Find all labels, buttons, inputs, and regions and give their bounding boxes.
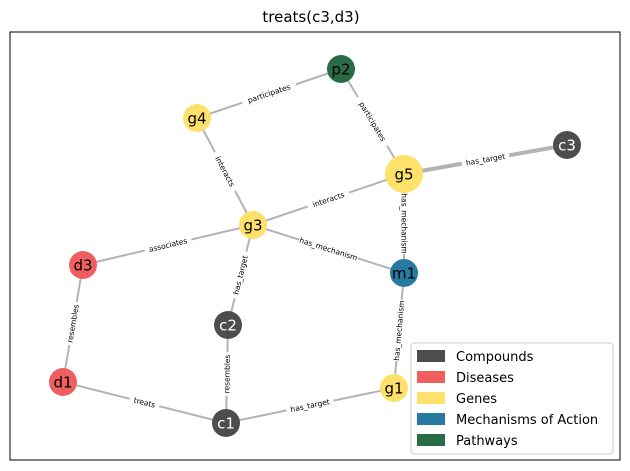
edge-label: has_mechanism <box>392 300 406 361</box>
node-circle <box>214 311 242 339</box>
edge-label-background <box>240 79 298 108</box>
node-d3: d3 <box>69 251 97 279</box>
legend-swatch-compound <box>417 350 445 362</box>
node-label: d3 <box>73 257 92 275</box>
node-label: m1 <box>392 265 416 283</box>
node-circle <box>327 55 355 83</box>
node-label: c2 <box>219 317 237 335</box>
edge-label-background <box>221 352 233 396</box>
edge-label-background <box>297 234 360 264</box>
legend-box <box>410 342 614 455</box>
node-circle <box>212 409 240 437</box>
edge-label-background <box>391 299 407 362</box>
edge-label: has_target <box>231 255 249 296</box>
edge-label-group: resembles <box>221 352 233 396</box>
edge-label: resembles <box>222 354 232 393</box>
legend: Compounds Diseases Genes Mechanisms of Acti… <box>410 342 614 455</box>
edge-label-group: has_target <box>229 250 252 300</box>
node-label: g4 <box>187 110 206 128</box>
node-c3: c3 <box>553 131 581 159</box>
edge-label-background <box>399 192 409 255</box>
edge-label-group: has_target <box>460 150 511 169</box>
edge-label-group: has_target <box>285 395 335 416</box>
edge-label-background <box>306 187 351 212</box>
edge-label-group: participates <box>240 79 298 108</box>
node-label: g3 <box>243 217 262 235</box>
plot-frame <box>9 31 621 461</box>
node-d1: d1 <box>49 368 77 396</box>
legend-label-compound: Compounds <box>456 350 534 365</box>
edge-label-background <box>64 301 82 346</box>
legend-label-disease: Diseases <box>456 371 514 386</box>
node-circle <box>183 104 211 132</box>
node-label: c3 <box>558 137 576 155</box>
legend-label-gene: Genes <box>456 392 497 407</box>
node-circle <box>239 211 267 239</box>
node-label: g5 <box>394 166 413 184</box>
edge-label: participates <box>357 100 388 143</box>
legend-swatch-pathway <box>417 434 445 446</box>
node-m1: m1 <box>390 259 418 287</box>
legend-label-mechanism: Mechanisms of Action <box>456 413 598 428</box>
edge-label-background <box>128 393 161 412</box>
node-g3: g3 <box>239 211 267 239</box>
edge-label: has_target <box>290 397 331 414</box>
edge-label: resembles <box>65 304 80 344</box>
edge-label-group: associates <box>143 234 193 256</box>
node-g5: g5 <box>385 155 423 193</box>
edge-label: associates <box>148 236 188 254</box>
edge-label: interacts <box>213 155 236 189</box>
edge-label-group: participates <box>353 94 392 149</box>
edge-label-group: interacts <box>306 187 351 212</box>
edge-label: participates <box>247 82 292 105</box>
edge-label-background <box>229 250 252 300</box>
edge-label-group: has_mechanism <box>297 234 360 264</box>
node-circle <box>385 155 423 193</box>
node-label: d1 <box>53 374 72 392</box>
node-label: p2 <box>331 61 350 79</box>
edge-label: has_mechanism <box>399 193 408 253</box>
node-g1: g1 <box>380 374 408 402</box>
legend-label-pathway: Pathways <box>456 434 518 449</box>
node-p2: p2 <box>327 55 355 83</box>
edge-label: interacts <box>311 190 345 209</box>
edge-label-background <box>353 94 392 149</box>
node-circle <box>380 374 408 402</box>
legend-swatch-mechanism <box>417 413 445 425</box>
edge-label-background <box>143 234 193 256</box>
figure-title: treats(c3,d3) <box>262 8 359 26</box>
node-c1: c1 <box>212 409 240 437</box>
edge-label-group: treats <box>128 393 161 412</box>
legend-swatch-gene <box>417 392 445 404</box>
node-label: c1 <box>217 415 235 433</box>
node-circle <box>390 259 418 287</box>
edge-label-group: resembles <box>64 301 82 346</box>
edge-label: has_target <box>465 152 506 168</box>
edge-label-background <box>460 150 511 169</box>
edge-label-group: has_mechanism <box>399 192 409 255</box>
edge-label-background <box>210 149 240 194</box>
node-circle <box>49 368 77 396</box>
edge-label-background <box>285 395 335 416</box>
nodes-layer: p2 g4 c3 g5 g3 d3 m1 c2 d1 g1 c1 <box>49 55 581 437</box>
legend-swatch-disease <box>417 371 445 383</box>
edge-label-group: has_mechanism <box>391 299 407 362</box>
node-label: g1 <box>384 380 403 398</box>
node-circle <box>69 251 97 279</box>
node-circle <box>553 131 581 159</box>
edge-label: has_mechanism <box>298 236 358 263</box>
edge-label-group: interacts <box>210 149 240 194</box>
node-c2: c2 <box>214 311 242 339</box>
node-g4: g4 <box>183 104 211 132</box>
